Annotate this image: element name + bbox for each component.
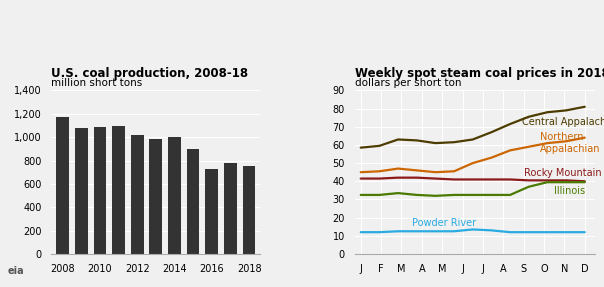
Bar bbox=[112, 126, 125, 254]
Bar bbox=[94, 127, 106, 254]
Bar bbox=[243, 166, 255, 254]
Text: dollars per short ton: dollars per short ton bbox=[355, 77, 461, 88]
Bar bbox=[168, 137, 181, 254]
Bar bbox=[187, 149, 199, 254]
Text: Central Appalachian: Central Appalachian bbox=[522, 117, 604, 127]
Bar bbox=[131, 135, 144, 254]
Bar bbox=[75, 128, 88, 254]
Text: eia: eia bbox=[7, 265, 24, 276]
Text: million short tons: million short tons bbox=[51, 77, 143, 88]
Text: Powder River: Powder River bbox=[412, 218, 476, 228]
Bar bbox=[224, 163, 237, 254]
Text: U.S. coal production, 2008-18: U.S. coal production, 2008-18 bbox=[51, 67, 248, 80]
Text: Northern
Appalachian: Northern Appalachian bbox=[540, 132, 600, 154]
Text: Weekly spot steam coal prices in 2018: Weekly spot steam coal prices in 2018 bbox=[355, 67, 604, 80]
Bar bbox=[56, 117, 69, 254]
Text: Illinois: Illinois bbox=[554, 186, 585, 196]
Bar bbox=[149, 139, 162, 254]
Bar bbox=[205, 169, 218, 254]
Text: Rocky Mountain: Rocky Mountain bbox=[524, 168, 602, 178]
